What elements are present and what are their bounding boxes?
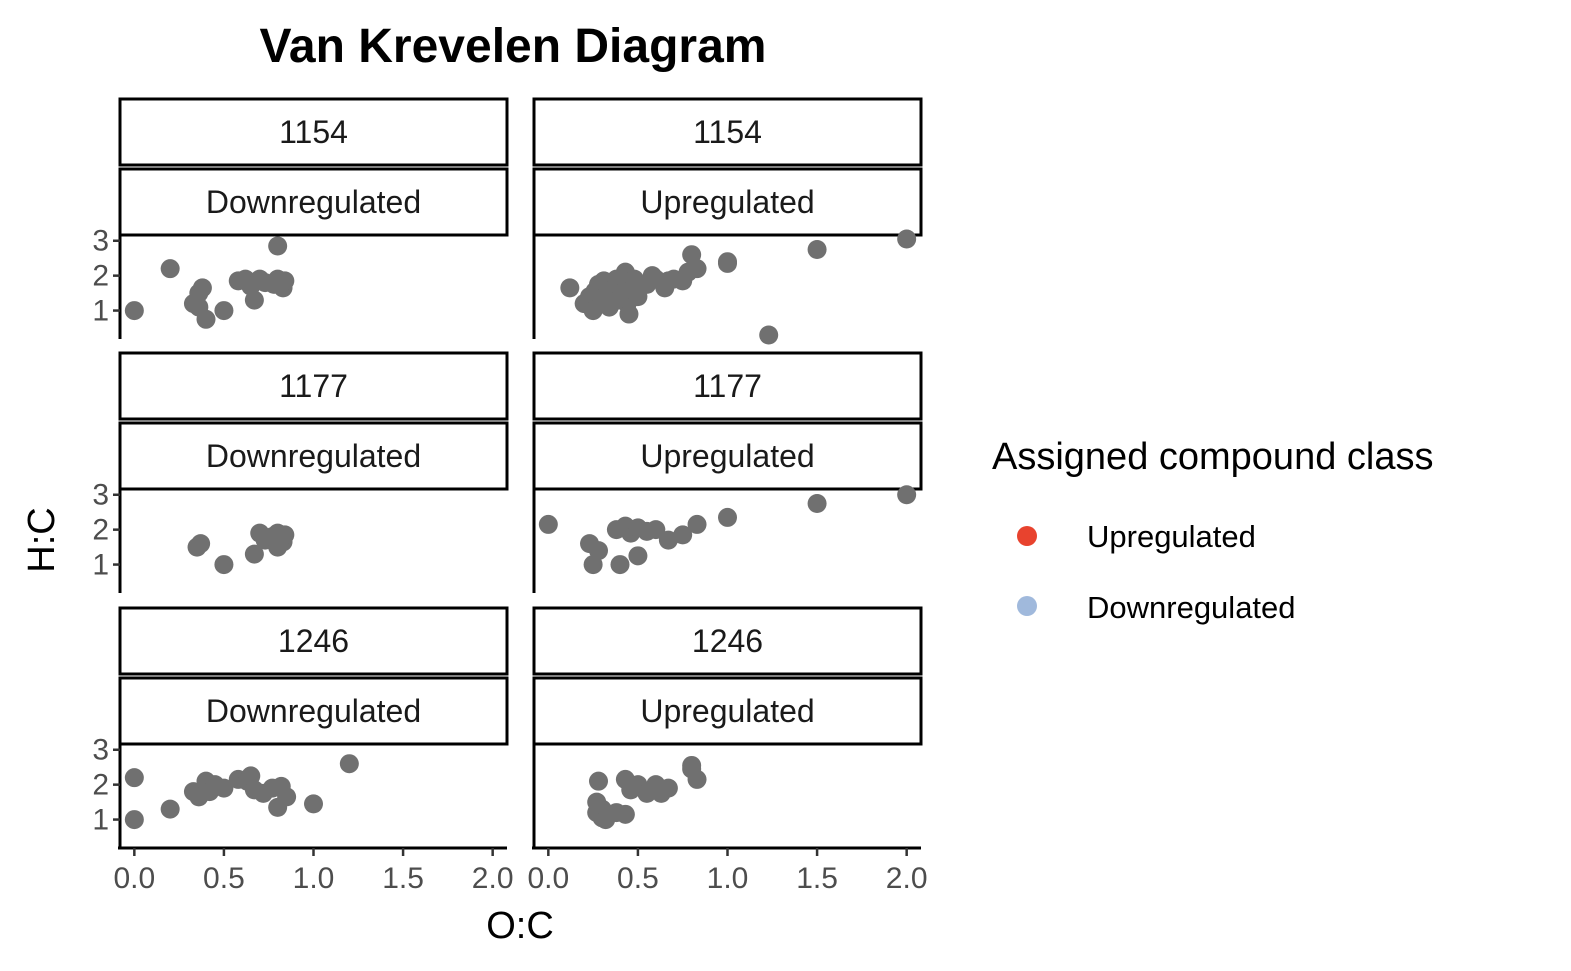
facet-1154-downregulated-point — [268, 236, 288, 256]
facet-1177-upregulated-point — [718, 507, 737, 527]
facet-1177-downregulated-y-tick-label: 3 — [92, 479, 109, 512]
legend-title: Assigned compound class — [992, 436, 1433, 478]
facet-1177-upregulated-point — [897, 485, 917, 505]
facet-1177-upregulated-strip-group-label: Upregulated — [640, 438, 814, 474]
facet-1246-downregulated-strip-id-label: 1246 — [278, 623, 349, 659]
facet-1246-downregulated-point — [339, 754, 359, 774]
legend-key-downregulated — [1017, 596, 1037, 616]
facet-1246-downregulated-strip-group-label: Downregulated — [206, 693, 421, 729]
facet-1177-downregulated-strip-group — [118, 421, 509, 491]
facet-1246-downregulated-y-tick-label: 2 — [92, 769, 109, 802]
facet-1154-downregulated-point — [275, 271, 295, 291]
facet-1177-upregulated-strip-id — [532, 351, 923, 421]
facet-1177-upregulated-point — [628, 546, 648, 566]
facet-1177-upregulated-point — [687, 514, 707, 534]
facet-1177-downregulated-point — [275, 525, 295, 545]
facet-1177-downregulated-y-tick-label: 2 — [92, 514, 109, 547]
facet-1154-downregulated-point — [160, 259, 180, 279]
facet-1154-downregulated-point — [214, 301, 234, 321]
facet-1246-upregulated-strip-group — [532, 676, 923, 746]
facet-1154-upregulated-strip-group-label: Upregulated — [640, 184, 814, 220]
facet-1177-upregulated-point — [538, 514, 558, 534]
facet-1177-upregulated-point — [807, 493, 827, 513]
facet-1177-upregulated-point — [589, 541, 608, 561]
facet-1177-downregulated-point — [244, 544, 264, 564]
legend-label-downregulated: Downregulated — [1087, 590, 1296, 625]
facet-1246-downregulated-x-tick-label: 0.0 — [113, 862, 155, 895]
facet-1154-upregulated-point — [759, 325, 779, 345]
facet-1246-downregulated-point — [304, 794, 323, 814]
facet-1154-upregulated-strip-group — [532, 167, 923, 237]
facet-1246-upregulated-point — [658, 778, 678, 798]
facet-1246-downregulated-strip-group — [118, 676, 509, 746]
facet-1177-upregulated-strip-group — [532, 421, 923, 491]
facet-1154-upregulated-point — [560, 278, 580, 298]
facet-1246-downregulated-point — [160, 799, 180, 819]
facet-1154-upregulated-strip-id — [532, 97, 923, 167]
facet-1154-downregulated-strip-group — [118, 167, 509, 237]
facet-1154-upregulated-point — [619, 304, 639, 324]
facet-1154-upregulated-point — [807, 239, 827, 259]
facet-1246-upregulated-point — [615, 804, 635, 824]
facet-1177-upregulated-strip-id-label: 1177 — [693, 368, 762, 404]
facet-1154-downregulated-y-tick-label: 3 — [92, 225, 109, 258]
facet-1177-downregulated-point — [214, 555, 234, 575]
facet-1154-downregulated-strip-id-label: 1154 — [279, 114, 348, 150]
facet-1246-upregulated-point — [589, 771, 608, 791]
facet-1246-upregulated-strip-id — [532, 606, 923, 676]
facet-1246-upregulated-x-tick-label: 2.0 — [886, 862, 928, 895]
facet-1177-downregulated-y-tick-label: 1 — [92, 549, 109, 582]
facet-1177-upregulated-point — [673, 525, 693, 545]
legend-label-upregulated: Upregulated — [1087, 519, 1256, 554]
facet-1154-upregulated-point — [718, 252, 737, 272]
facet-1246-downregulated-point — [124, 768, 144, 788]
legend-key-upregulated — [1017, 526, 1037, 546]
facet-1246-downregulated-x-tick-label: 1.5 — [382, 862, 424, 895]
facet-1177-downregulated-strip-id — [118, 351, 509, 421]
facet-1154-upregulated-point — [687, 259, 707, 279]
facet-1154-upregulated-point — [897, 229, 917, 249]
facet-1154-downregulated-point — [192, 278, 212, 298]
facet-1246-downregulated-y-tick-label: 1 — [92, 804, 109, 837]
facet-1177-upregulated-point — [658, 530, 678, 550]
facet-1246-downregulated-point — [214, 778, 234, 798]
facet-1154-downregulated-strip-id — [118, 97, 509, 167]
facet-1154-downregulated-point — [244, 290, 264, 310]
facet-1177-upregulated-point — [646, 520, 666, 540]
facet-1246-downregulated-y-tick-label: 3 — [92, 734, 109, 767]
facet-1154-upregulated-strip-id-label: 1154 — [693, 114, 762, 150]
facet-1177-downregulated-strip-group-label: Downregulated — [206, 438, 421, 474]
facet-1246-downregulated-strip-id — [118, 606, 509, 676]
facet-1246-upregulated-x-tick-label: 0.5 — [617, 862, 659, 895]
facets: 1154Downregulated1231154Upregulated1177D… — [92, 97, 928, 895]
facet-1177-downregulated-point — [191, 534, 211, 554]
facet-1154-downregulated-y-tick-label: 2 — [92, 260, 109, 293]
facet-1154-downregulated-point — [124, 301, 144, 321]
facet-1246-downregulated-x-tick-label: 0.5 — [203, 862, 245, 895]
y-axis-title: H:C — [21, 507, 63, 572]
facet-1154-downregulated-y-tick-label: 1 — [92, 295, 109, 328]
facet-1177-downregulated-strip-id-label: 1177 — [279, 368, 348, 404]
facet-1154-downregulated-point — [196, 309, 216, 329]
facet-1246-downregulated-point — [124, 810, 144, 830]
facet-1246-upregulated-strip-id-label: 1246 — [692, 623, 763, 659]
facet-1246-downregulated-x-tick-label: 2.0 — [472, 862, 514, 895]
facet-1246-upregulated-strip-group-label: Upregulated — [640, 693, 814, 729]
facet-1246-upregulated-x-tick-label: 0.0 — [527, 862, 569, 895]
facet-1154-downregulated-strip-group-label: Downregulated — [206, 184, 421, 220]
facet-1246-upregulated-point — [687, 769, 707, 789]
chart-title: Van Krevelen Diagram — [260, 20, 767, 73]
x-axis-title: O:C — [486, 905, 554, 947]
legend: Assigned compound class Upregulated Down… — [992, 436, 1433, 625]
facet-1246-upregulated-x-tick-label: 1.5 — [796, 862, 838, 895]
facet-1246-downregulated-point — [277, 787, 297, 807]
facet-1246-downregulated-x-tick-label: 1.0 — [293, 862, 335, 895]
facet-1246-upregulated-x-tick-label: 1.0 — [707, 862, 749, 895]
facet-1177-upregulated-point — [610, 555, 630, 575]
